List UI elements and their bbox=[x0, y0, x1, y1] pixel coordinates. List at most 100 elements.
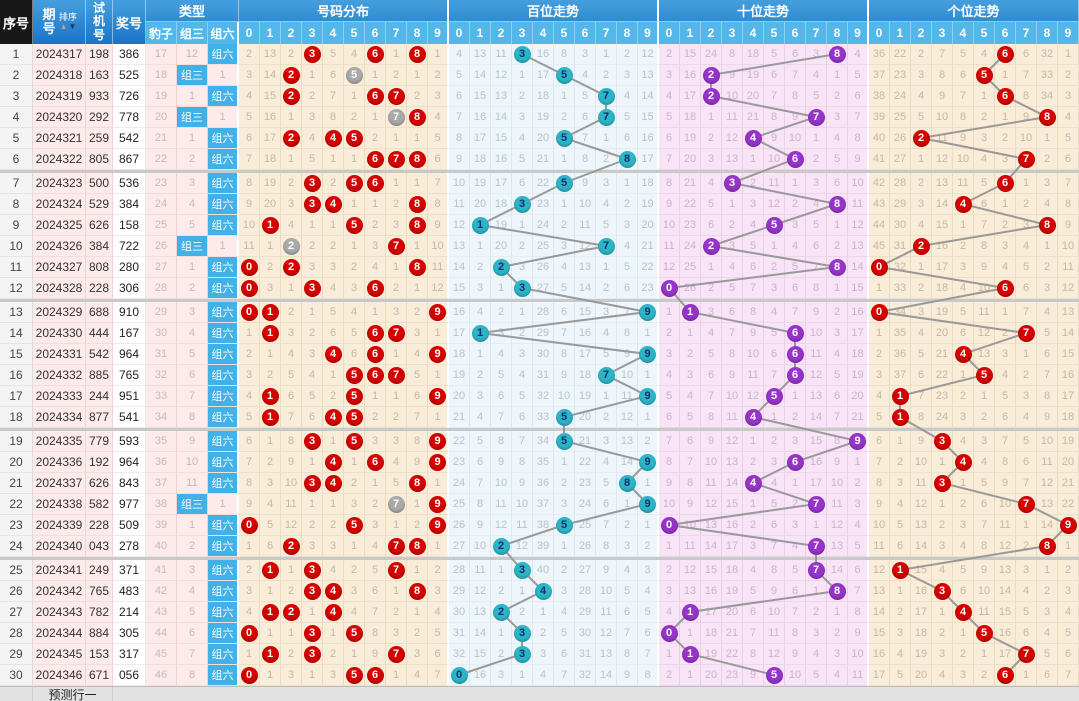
hundreds-hit-circle: 3 bbox=[513, 624, 531, 642]
units-cell: 8 bbox=[1037, 386, 1058, 407]
hundreds-cell: 5 bbox=[638, 602, 659, 623]
hundreds-cell: 18 bbox=[575, 365, 596, 386]
dist-cell: 3 bbox=[239, 581, 260, 602]
tens-cell: 4 bbox=[680, 386, 701, 407]
dist-cell: 1 bbox=[407, 560, 428, 581]
tens-cell: 12 bbox=[701, 494, 722, 515]
sort-asc-icon[interactable]: ▲ bbox=[59, 21, 68, 31]
hundreds-cell: 4 bbox=[617, 560, 638, 581]
dist-cell: 1 bbox=[260, 665, 281, 686]
hundreds-cell: 4 bbox=[533, 665, 554, 686]
units-cell: 21 bbox=[1058, 473, 1079, 494]
tens-cell: 1 bbox=[827, 602, 848, 623]
dist-cell: 7 bbox=[386, 494, 407, 515]
tens-cell: 4 bbox=[806, 194, 827, 215]
tens-cell: 5 bbox=[785, 560, 806, 581]
units-cell: 15 bbox=[1058, 344, 1079, 365]
prize-number-cell: 306 bbox=[113, 278, 146, 299]
table-row: 14 2024330 444 167 30 4 组六 1 1 3 2 6 5 6 7 3 1 17 1 3 2 29 7 16… bbox=[0, 323, 1079, 344]
tens-cell: 22 bbox=[680, 194, 701, 215]
type-cell: 组六 bbox=[208, 602, 239, 623]
units-cell: 2 bbox=[911, 278, 932, 299]
tens-cell: 8 bbox=[806, 278, 827, 299]
units-cell: 8 bbox=[953, 107, 974, 128]
type-cell: 31 bbox=[146, 344, 177, 365]
sort-control[interactable]: 排序 ▲ ▼ bbox=[59, 12, 77, 31]
table-row: 11 2024327 808 280 27 1 组六 0 2 2 3 3 2 4 1 8 11 14 2 2 3 26 4 1… bbox=[0, 257, 1079, 278]
units-cell: 7 bbox=[932, 44, 953, 65]
units-cell: 8 bbox=[974, 236, 995, 257]
dist-cell: 3 bbox=[323, 665, 344, 686]
hundreds-cell: 11 bbox=[596, 602, 617, 623]
dist-cell: 5 bbox=[428, 623, 449, 644]
period-cell: 2024340 bbox=[33, 536, 86, 557]
tens-cell: 8 bbox=[827, 257, 848, 278]
type-cell: 2 bbox=[177, 149, 208, 170]
units-cell: 7 bbox=[1058, 173, 1079, 194]
units-cell: 32 bbox=[1037, 44, 1058, 65]
hundreds-cell: 3 bbox=[512, 107, 533, 128]
units-hit-circle: 3 bbox=[933, 474, 951, 492]
tens-cell: 5 bbox=[764, 44, 785, 65]
hundreds-cell: 9 bbox=[638, 302, 659, 323]
units-hit-circle: 4 bbox=[954, 345, 972, 363]
section-title: 十位走势 bbox=[659, 0, 869, 22]
units-cell: 3 bbox=[932, 581, 953, 602]
hundreds-cell: 19 bbox=[470, 173, 491, 194]
units-cell: 6 bbox=[995, 407, 1016, 428]
tens-cell: 14 bbox=[722, 473, 743, 494]
type-cell: 45 bbox=[146, 644, 177, 665]
units-cell: 3 bbox=[932, 473, 953, 494]
period-cell: 2024339 bbox=[33, 515, 86, 536]
hundreds-cell: 1 bbox=[617, 173, 638, 194]
tens-cell: 8 bbox=[785, 86, 806, 107]
units-cell: 1 bbox=[890, 386, 911, 407]
tens-cell: 21 bbox=[743, 107, 764, 128]
units-cell: 7 bbox=[1016, 65, 1037, 86]
hundreds-cell: 29 bbox=[533, 323, 554, 344]
table-row: 25 2024341 249 371 41 3 组六 2 1 1 3 4 2 5 7 1 2 28 11 1 3 40 2 2… bbox=[0, 560, 1079, 581]
dist-cell: 4 bbox=[302, 365, 323, 386]
dist-hit-circle: 4 bbox=[324, 474, 342, 492]
units-cell: 1 bbox=[974, 86, 995, 107]
type-cell: 35 bbox=[146, 431, 177, 452]
units-cell: 3 bbox=[932, 431, 953, 452]
units-cell: 5 bbox=[911, 344, 932, 365]
dist-cell: 3 bbox=[344, 581, 365, 602]
units-cell: 15 bbox=[995, 602, 1016, 623]
hundreds-cell: 5 bbox=[554, 431, 575, 452]
digit-col-header: 8 bbox=[827, 22, 848, 44]
hundreds-cell: 6 bbox=[512, 407, 533, 428]
units-cell: 7 bbox=[1016, 323, 1037, 344]
hundreds-cell: 3 bbox=[575, 44, 596, 65]
type-cell: 组六 bbox=[208, 44, 239, 65]
dist-cell: 1 bbox=[260, 407, 281, 428]
dist-cell: 10 bbox=[281, 473, 302, 494]
units-cell: 17 bbox=[932, 257, 953, 278]
units-cell: 4 bbox=[953, 452, 974, 473]
tens-cell: 4 bbox=[806, 644, 827, 665]
hundreds-cell: 16 bbox=[470, 665, 491, 686]
type-cell: 19 bbox=[146, 86, 177, 107]
dist-cell: 2 bbox=[281, 602, 302, 623]
units-hit-circle: 8 bbox=[1038, 108, 1056, 126]
digit-col-header: 4 bbox=[533, 22, 554, 44]
digit-col-header: 7 bbox=[806, 22, 827, 44]
tens-cell: 3 bbox=[785, 431, 806, 452]
hundreds-cell: 19 bbox=[491, 215, 512, 236]
dist-cell: 1 bbox=[323, 215, 344, 236]
dist-cell: 7 bbox=[428, 665, 449, 686]
tens-cell: 6 bbox=[785, 452, 806, 473]
type-cell: 组六 bbox=[208, 407, 239, 428]
units-cell: 4 bbox=[1037, 302, 1058, 323]
tens-cell: 13 bbox=[827, 536, 848, 557]
dist-cell: 2 bbox=[386, 65, 407, 86]
seq-cell: 21 bbox=[0, 473, 33, 494]
type-cell: 12 bbox=[177, 44, 208, 65]
dist-cell: 3 bbox=[302, 194, 323, 215]
units-cell: 9 bbox=[974, 257, 995, 278]
prize-number-cell: 765 bbox=[113, 365, 146, 386]
hundreds-hit-circle: 1 bbox=[471, 216, 489, 234]
sort-desc-icon[interactable]: ▼ bbox=[68, 21, 77, 31]
hundreds-cell: 1 bbox=[638, 407, 659, 428]
